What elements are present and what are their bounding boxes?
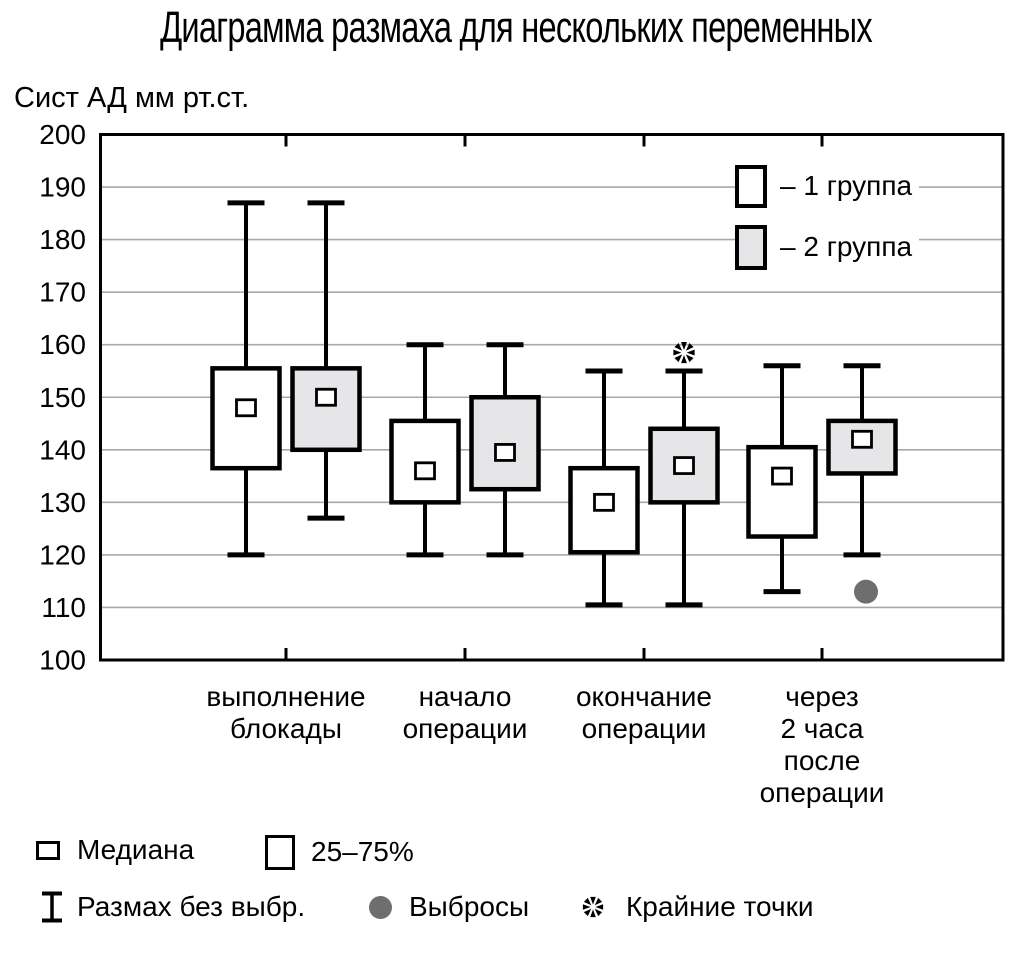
y-tick-label-180: 180 [39,224,86,255]
iqr-box-group2-cat2 [469,395,541,492]
iqr-box-group2-cat1 [290,366,362,453]
median-marker-icon [36,840,60,860]
plot-frame [99,133,1005,662]
x-category-label: 2 часа [780,713,864,744]
iqr-box-group1-cat4 [746,444,818,539]
outlier-dot-icon [369,895,392,919]
extreme-point-asterisk [673,341,695,364]
quartile-box-icon [265,834,295,870]
legend-label-extreme-points: Крайние точки [626,891,814,922]
y-tick-label-130: 130 [39,487,86,518]
outlier-dot [854,579,878,604]
median-marker-group1-cat2 [414,461,436,481]
x-category-label: выполнение [206,681,365,712]
y-tick-label-100: 100 [39,645,86,676]
legend-label-median: Медиана [77,834,195,865]
median-marker-group2-cat2 [494,443,516,462]
median-marker-group1-cat4 [771,466,793,486]
legend-item-group2: – 2 группа [735,221,919,273]
y-tick-label-160: 160 [39,329,86,360]
median-marker-group2-cat4 [851,429,873,449]
whisker-range-icon [42,891,62,923]
median-marker-group2-cat3 [673,456,695,475]
x-category-label: операции [760,777,885,808]
y-tick-label-150: 150 [39,382,86,413]
x-category-label: операции [582,713,707,744]
y-axis-title: Сист АД мм рт.ст. [14,82,250,114]
x-category-label: окончание [576,681,712,712]
median-marker-group2-cat1 [315,387,337,407]
y-tick-label-170: 170 [39,277,86,308]
legend-label-quartile-box: 25–75% [311,836,414,867]
x-category-label: через [785,681,859,712]
y-tick-label-140: 140 [39,434,86,465]
legend-label-whisker-range: Размах без выбр. [77,891,306,922]
legend-item-outliers: Выбросы [369,889,529,925]
group2-box-swatch [735,224,767,270]
legend-item-quartile-box: 25–75% [265,832,414,872]
group1-box-swatch [735,164,767,208]
y-tick-label-190: 190 [39,172,86,203]
legend-label-outliers: Выбросы [409,891,530,922]
legend-item-whisker-range: Размах без выбр. [40,889,305,925]
extreme-point-asterisk-icon [582,896,604,918]
y-tick-label-200: 200 [39,119,86,150]
x-category-label: после [784,745,861,776]
iqr-box-group1-cat1 [210,366,282,471]
median-marker-group1-cat1 [235,398,257,418]
chart-title: Диаграмма размаха для нескольких перемен… [160,3,872,52]
x-category-label: начало [419,681,512,712]
x-category-label: блокады [230,713,342,744]
legend-label-group2: – 2 группа [780,231,913,262]
y-tick-label-110: 110 [41,592,86,623]
median-marker-group1-cat3 [593,492,615,512]
x-category-label: операции [403,713,528,744]
legend-label-group1: – 1 группа [780,170,913,201]
y-tick-label-120: 120 [39,539,86,570]
legend-item-median: Медиана [36,832,194,868]
legend-item-group1: – 1 группа [735,162,919,210]
legend-item-extreme-points: Крайние точки [581,889,814,925]
